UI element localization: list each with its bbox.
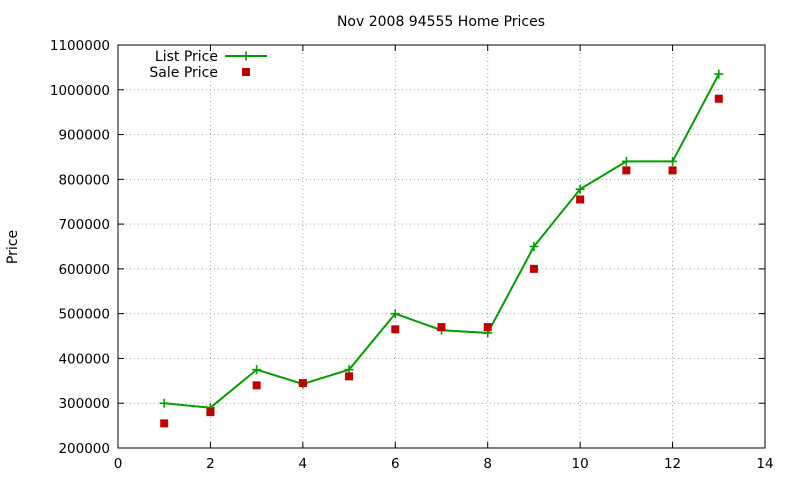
series-1: [160, 94, 723, 428]
legend-label: List Price: [155, 49, 218, 65]
data-point: [390, 309, 400, 319]
x-tick-label: 0: [114, 456, 123, 472]
data-point: [714, 69, 724, 79]
y-tick-label: 1100000: [50, 38, 110, 54]
x-tick-label: 14: [756, 456, 773, 472]
data-point: [160, 419, 169, 428]
chart-title: Nov 2008 94555 Home Prices: [337, 14, 545, 30]
data-point: [529, 264, 538, 273]
data-point: [437, 323, 446, 332]
data-point: [576, 195, 585, 204]
y-tick-label: 200000: [58, 441, 110, 457]
y-tick-label: 400000: [58, 351, 110, 367]
x-tick-label: 4: [299, 456, 308, 472]
series-0: [159, 69, 724, 413]
data-point: [668, 166, 677, 175]
y-tick-label: 800000: [58, 172, 110, 188]
x-tick-label: 8: [483, 456, 492, 472]
grid: [118, 45, 765, 448]
y-tick-label: 900000: [58, 128, 110, 144]
data-point: [159, 398, 169, 408]
y-tick-label: 700000: [58, 217, 110, 233]
y-axis-label: Price: [5, 230, 21, 264]
data-point: [575, 184, 585, 194]
x-tick-label: 6: [391, 456, 400, 472]
y-tick-label: 600000: [58, 262, 110, 278]
y-tick-label: 1000000: [50, 83, 110, 99]
data-point: [483, 323, 492, 332]
data-point: [621, 156, 631, 166]
legend-marker: [242, 68, 250, 76]
data-point: [391, 325, 400, 334]
data-point: [252, 365, 262, 375]
legend-marker: [241, 51, 251, 61]
data-point: [622, 166, 631, 175]
data-point: [529, 242, 539, 251]
legend-label: Sale Price: [149, 65, 218, 81]
data-point: [345, 372, 354, 381]
series: [159, 69, 724, 428]
plot-frame: [117, 44, 766, 449]
x-tick-label: 10: [572, 456, 589, 472]
series-line: [164, 73, 720, 409]
y-tick-label: 500000: [58, 307, 110, 323]
data-point: [206, 408, 215, 417]
data-point: [298, 379, 307, 388]
legend-entry: List Price: [155, 49, 267, 65]
y-tick-label: 300000: [58, 396, 110, 412]
x-tick-label: 12: [664, 456, 681, 472]
data-point: [668, 156, 678, 166]
data-point: [252, 381, 261, 390]
x-tick-label: 2: [206, 456, 215, 472]
data-point: [714, 94, 723, 103]
legend-entry: Sale Price: [149, 65, 250, 81]
axis-ticks: 0 2 4 6 8 10 12 14 200000 300000 400000 500000 60000…: [50, 38, 774, 472]
